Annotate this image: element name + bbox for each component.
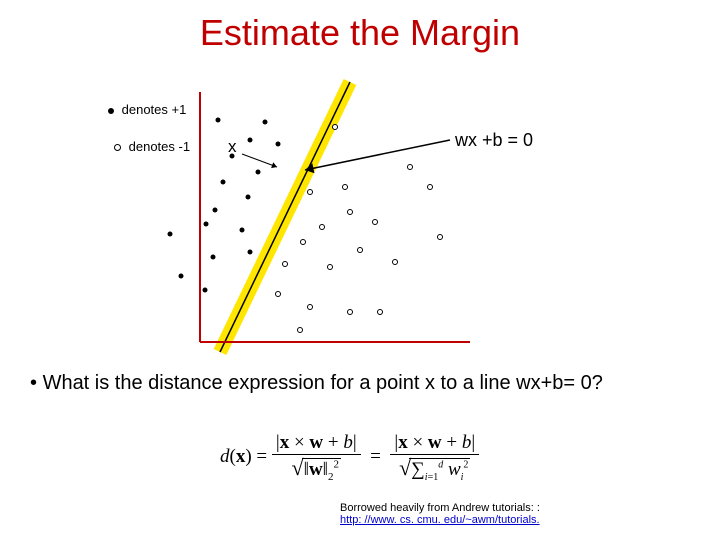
x-point-label: x <box>228 137 237 157</box>
equation-label: wx +b = 0 <box>455 130 533 151</box>
credit-link[interactable]: http: //www. cs. cmu. edu/~awm/tutorials… <box>340 514 540 526</box>
credit-text: Borrowed heavily from Andrew tutorials: … <box>340 502 540 526</box>
credit-line1: Borrowed heavily from Andrew tutorials: … <box>340 502 540 514</box>
distance-formula: d(x) = |x × w + b| √‖w‖22 = |x × w + b| … <box>220 432 479 483</box>
margin-diagram <box>0 12 720 372</box>
question-text: • What is the distance expression for a … <box>30 372 680 395</box>
question-content: What is the distance expression for a po… <box>43 372 603 394</box>
